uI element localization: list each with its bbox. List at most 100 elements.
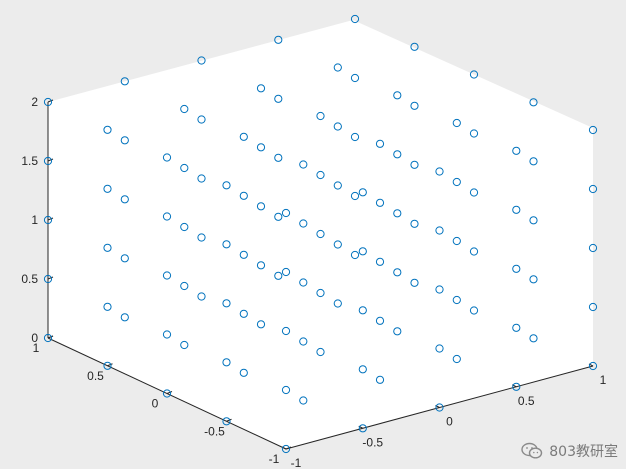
data-point	[162, 212, 172, 221]
data-point	[452, 295, 461, 305]
data-point	[222, 358, 231, 367]
data-point	[358, 365, 367, 374]
data-point	[358, 247, 367, 256]
data-point	[274, 212, 283, 221]
axes-background	[48, 20, 593, 449]
data-point	[410, 42, 419, 51]
data-point	[333, 63, 342, 72]
watermark: 803教研室	[521, 441, 618, 461]
data-point	[333, 240, 342, 249]
data-point	[103, 243, 112, 252]
data-point	[512, 264, 521, 273]
y-tick-mark	[226, 418, 232, 422]
data-point	[299, 219, 308, 228]
data-point	[197, 115, 206, 124]
data-point	[410, 219, 419, 228]
data-point	[120, 136, 129, 145]
y-tick-mark	[166, 391, 173, 394]
data-point	[162, 271, 172, 280]
data-point	[274, 153, 283, 162]
data-point	[350, 14, 360, 24]
data-point	[529, 334, 538, 343]
data-point	[350, 191, 360, 201]
data-point	[197, 233, 206, 242]
data-point	[222, 299, 231, 308]
data-point	[239, 368, 248, 377]
x-tick-label: 1	[600, 373, 607, 387]
data-point	[316, 288, 325, 298]
y-tick-label: -0.5	[204, 424, 225, 438]
data-point	[197, 292, 206, 301]
y-tick-mark	[285, 446, 292, 450]
data-point	[103, 184, 112, 193]
data-point	[469, 247, 479, 256]
data-point	[588, 243, 598, 253]
data-point	[43, 274, 53, 284]
data-point	[256, 320, 266, 329]
data-point	[222, 181, 231, 190]
data-point	[452, 354, 461, 364]
data-point	[120, 313, 129, 322]
data-point	[333, 122, 342, 131]
data-point	[180, 340, 189, 350]
data-point	[120, 77, 129, 86]
data-point	[43, 215, 53, 225]
z-tick-label: 0	[31, 331, 38, 345]
data-point	[358, 188, 367, 197]
z-tick-label: 2	[31, 95, 38, 109]
data-point	[469, 70, 479, 79]
z-tick-mark	[47, 217, 54, 221]
z-tick-mark	[47, 158, 54, 162]
z-tick-label: 1.5	[21, 154, 38, 168]
x-tick-label: -1	[291, 456, 302, 469]
data-point	[239, 250, 248, 259]
data-point	[281, 267, 291, 277]
data-point	[239, 132, 248, 141]
data-point	[281, 385, 291, 395]
data-point	[393, 91, 402, 100]
data-point	[197, 56, 206, 65]
data-point	[435, 167, 444, 176]
z-tick-label: 1	[31, 213, 38, 227]
data-point	[299, 278, 308, 287]
data-point	[316, 229, 325, 239]
data-point	[256, 84, 266, 93]
data-point	[239, 191, 248, 200]
data-point	[316, 170, 325, 180]
data-point	[393, 268, 402, 277]
data-point	[469, 129, 479, 138]
y-tick-mark	[107, 363, 113, 367]
data-point	[162, 153, 172, 162]
data-point	[393, 209, 402, 218]
axis-lines	[47, 99, 594, 450]
data-point	[375, 316, 385, 325]
data-point	[333, 299, 342, 308]
data-point	[316, 347, 325, 357]
data-point	[281, 208, 291, 218]
data-point	[316, 111, 325, 121]
x-tick-label: 0	[446, 415, 453, 429]
data-point	[410, 101, 419, 110]
data-point	[103, 125, 112, 134]
data-point	[588, 361, 598, 371]
data-point	[588, 125, 598, 135]
data-point	[435, 285, 444, 294]
data-point	[281, 326, 291, 336]
data-point	[274, 35, 283, 44]
data-point	[469, 306, 479, 315]
y-tick-label: -1	[269, 452, 280, 466]
data-point	[103, 361, 112, 370]
data-point	[452, 118, 461, 128]
data-point	[222, 240, 231, 249]
data-point	[239, 309, 248, 318]
data-point	[375, 375, 385, 384]
data-point	[375, 139, 385, 148]
data-point	[350, 250, 360, 260]
data-point	[350, 73, 360, 83]
z-tick-mark	[47, 99, 54, 103]
data-point	[162, 389, 172, 398]
data-point	[222, 417, 231, 426]
data-point	[350, 132, 360, 142]
